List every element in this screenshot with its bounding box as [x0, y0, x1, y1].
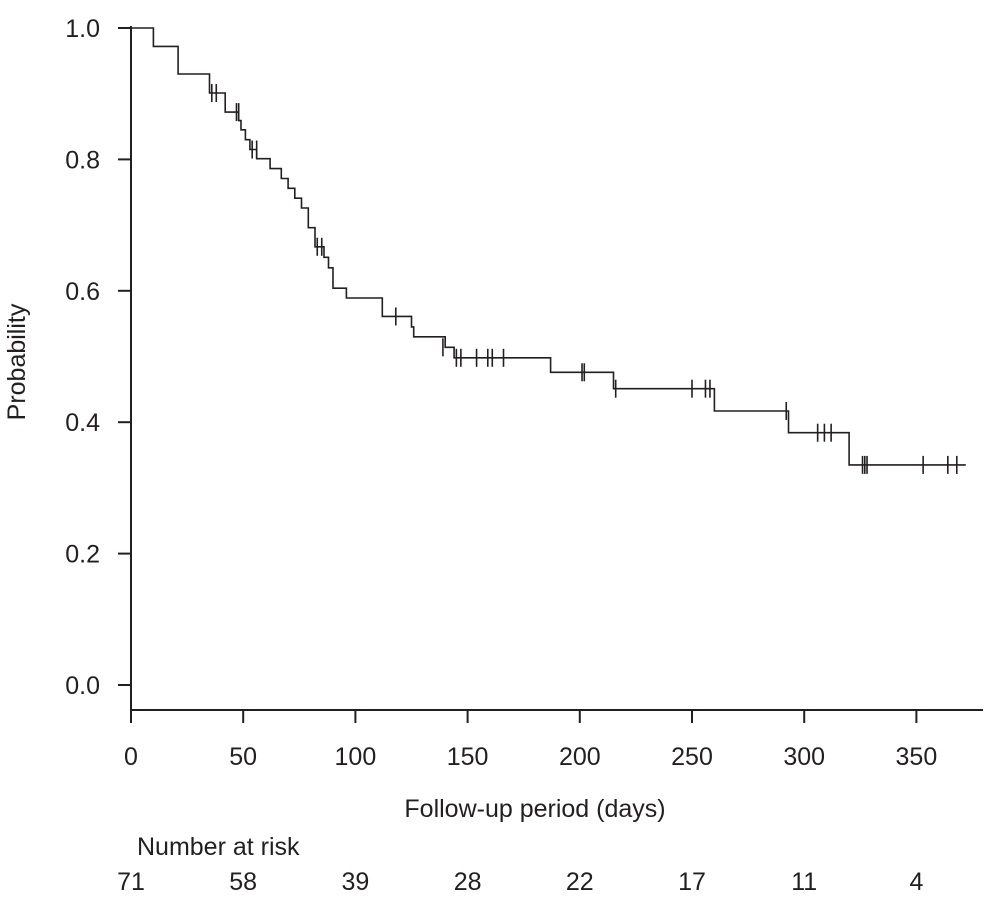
- risk-table-counts: 71 58 39 28 22 17 11 4: [117, 868, 923, 896]
- survival-curve-layer: [131, 27, 966, 474]
- x-tick-label: 50: [229, 743, 257, 771]
- x-tick-label: 300: [783, 743, 825, 771]
- x-tick-label: 350: [896, 743, 938, 771]
- risk-count: 11: [791, 868, 817, 896]
- y-tick-label: 1.0: [65, 15, 100, 43]
- x-tick-label: 0: [124, 743, 138, 771]
- risk-count: 28: [454, 868, 482, 896]
- x-tick-label: 100: [335, 743, 377, 771]
- survival-curve: [131, 27, 966, 466]
- x-tick-label: 200: [559, 743, 601, 771]
- risk-count: 39: [341, 868, 369, 896]
- risk-table-title: Number at risk: [137, 833, 300, 861]
- y-tick-label: 0.4: [65, 409, 100, 437]
- x-tick-label: 150: [447, 743, 489, 771]
- y-axis-title: Probability: [3, 303, 31, 420]
- risk-count: 22: [566, 868, 594, 896]
- y-axis-ticks: 0.0 0.2 0.4 0.6 0.8 1.0: [65, 15, 131, 700]
- y-tick-label: 0.8: [65, 146, 100, 174]
- y-tick-label: 0.2: [65, 541, 100, 569]
- risk-count: 71: [117, 868, 145, 896]
- axes: 0.0 0.2 0.4 0.6 0.8 1.0 0 50 100 150 200 250 300 350: [65, 15, 983, 771]
- x-axis-title: Follow-up period (days): [404, 795, 665, 823]
- y-tick-label: 0.6: [65, 278, 100, 306]
- y-tick-label: 0.0: [65, 672, 100, 700]
- risk-count: 17: [678, 868, 706, 896]
- censor-marks: [210, 84, 958, 474]
- risk-count: 4: [909, 868, 923, 896]
- x-axis-ticks: 0 50 100 150 200 250 300 350: [124, 710, 937, 771]
- x-tick-label: 250: [671, 743, 713, 771]
- risk-count: 58: [229, 868, 257, 896]
- risk-table: Number at risk 71 58 39 28 22 17 11 4: [117, 833, 923, 896]
